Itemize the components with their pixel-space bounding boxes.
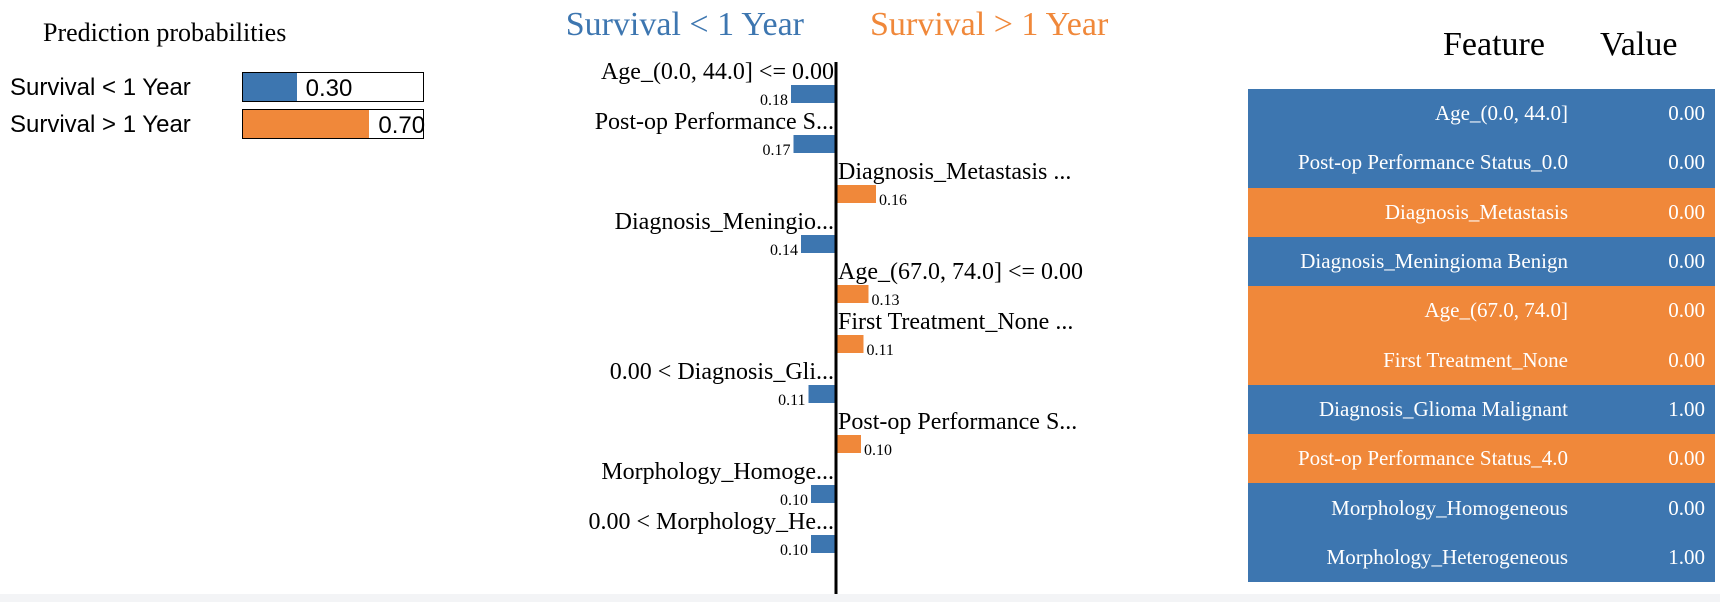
feature-value-cell: 1.00	[1668, 396, 1705, 421]
lime-bar-value-label: 0.14	[770, 242, 798, 259]
lime-bar-value-label: 0.13	[872, 292, 900, 309]
feature-name-cell: Diagnosis_Glioma Malignant	[1318, 396, 1568, 421]
lime-explanation-chart: Survival < 1 Year Survival > 1 Year Age_(0…	[566, 6, 1109, 596]
lime-bar	[836, 185, 876, 203]
lime-bar-label: Diagnosis_Meningio...	[615, 209, 834, 235]
probability-value: 0.70	[378, 112, 426, 139]
lime-bar-value-label: 0.16	[879, 192, 907, 209]
lime-bar	[801, 235, 836, 253]
feature-table-row: Diagnosis_Metastasis 0.00	[1248, 187, 1715, 237]
lime-bar	[791, 85, 836, 103]
lime-bar-value-label: 0.10	[780, 542, 808, 559]
feature-name-cell: Post-op Performance Status_4.0	[1297, 446, 1568, 471]
lime-bar-value-label: 0.11	[778, 392, 805, 409]
lime-bar	[836, 335, 864, 353]
lime-bar-label: Age_(67.0, 74.0] <= 0.00	[838, 259, 1083, 285]
bottom-strip	[0, 594, 1720, 602]
lime-bar-label: Diagnosis_Metastasis ...	[838, 159, 1071, 185]
lime-bar-value-label: 0.17	[763, 142, 791, 159]
lime-bar-value-label: 0.10	[864, 442, 892, 459]
feature-value-cell: 0.00	[1668, 249, 1705, 274]
feature-value-cell: 0.00	[1668, 446, 1705, 471]
probability-label: Survival > 1 Year	[10, 111, 191, 138]
class-right-header: Survival > 1 Year	[870, 6, 1109, 43]
lime-bar-label: Morphology_Homoge...	[601, 459, 834, 485]
feature-value-cell: 0.00	[1668, 495, 1705, 520]
feature-name-cell: Diagnosis_Meningioma Benign	[1300, 249, 1568, 274]
lime-bar-label: 0.00 < Morphology_He...	[588, 509, 834, 535]
feature-table-row: Age_(67.0, 74.0] 0.00	[1248, 286, 1715, 336]
feature-value-table: Age_(0.0, 44.0] 0.00 Post-op Performance S…	[1248, 89, 1715, 582]
feature-name-cell: First Treatment_None	[1383, 347, 1568, 372]
feature-table-row: First Treatment_None 0.00	[1248, 335, 1715, 385]
feature-table-row: Morphology_Homogeneous 0.00	[1248, 483, 1715, 533]
feature-value-cell: 0.00	[1668, 101, 1705, 126]
lime-bar-value-label: 0.11	[867, 342, 894, 359]
lime-bar-value-label: 0.10	[780, 492, 808, 509]
feature-value-cell: 1.00	[1668, 544, 1705, 569]
lime-bar	[793, 135, 836, 153]
probability-value: 0.30	[305, 75, 353, 102]
lime-bar	[811, 485, 836, 503]
feature-table-row: Post-op Performance Status_4.0 0.00	[1248, 434, 1715, 484]
probability-bar-fill	[243, 73, 297, 101]
feature-name-cell: Diagnosis_Metastasis	[1384, 199, 1568, 224]
lime-bar-label: Age_(0.0, 44.0] <= 0.00	[601, 59, 834, 85]
feature-table-row: Diagnosis_Glioma Malignant 1.00	[1248, 384, 1715, 435]
feature-name-cell: Morphology_Heterogeneous	[1326, 544, 1568, 569]
prediction-probabilities-title: Prediction probabilities	[43, 18, 287, 47]
probability-bar-fill	[243, 110, 369, 138]
value-column-header: Value	[1600, 26, 1678, 63]
feature-name-cell: Age_(0.0, 44.0]	[1435, 101, 1568, 126]
feature-table-row: Age_(0.0, 44.0] 0.00	[1248, 89, 1715, 139]
lime-bar-label: 0.00 < Diagnosis_Gli...	[610, 359, 834, 385]
feature-name-cell: Age_(67.0, 74.0]	[1424, 298, 1568, 323]
feature-column-header: Feature	[1443, 26, 1545, 63]
feature-value-cell: 0.00	[1668, 150, 1705, 175]
probability-bar-box: 0.30	[242, 72, 424, 102]
lime-bar-value-label: 0.18	[760, 92, 788, 109]
probability-label: Survival < 1 Year	[10, 74, 191, 101]
feature-value-cell: 0.00	[1668, 347, 1705, 372]
lime-bar	[808, 385, 836, 403]
feature-table-row: Morphology_Heterogeneous 1.00	[1248, 532, 1715, 582]
lime-bar	[836, 285, 869, 303]
feature-table-row: Diagnosis_Meningioma Benign 0.00	[1248, 236, 1715, 287]
lime-bar-label: Post-op Performance S...	[595, 109, 834, 135]
lime-bar	[811, 535, 836, 553]
feature-table-row: Post-op Performance Status_0.0 0.00	[1248, 138, 1715, 188]
lime-bar	[836, 435, 861, 453]
feature-value-cell: 0.00	[1668, 199, 1705, 224]
feature-value-cell: 0.00	[1668, 298, 1705, 323]
class-left-header: Survival < 1 Year	[566, 6, 805, 43]
feature-name-cell: Post-op Performance Status_0.0	[1297, 150, 1568, 175]
lime-bar-label: Post-op Performance S...	[838, 409, 1077, 435]
lime-bar-label: First Treatment_None ...	[838, 309, 1073, 335]
probability-bar-box: 0.70	[242, 109, 426, 139]
feature-name-cell: Morphology_Homogeneous	[1331, 495, 1568, 520]
